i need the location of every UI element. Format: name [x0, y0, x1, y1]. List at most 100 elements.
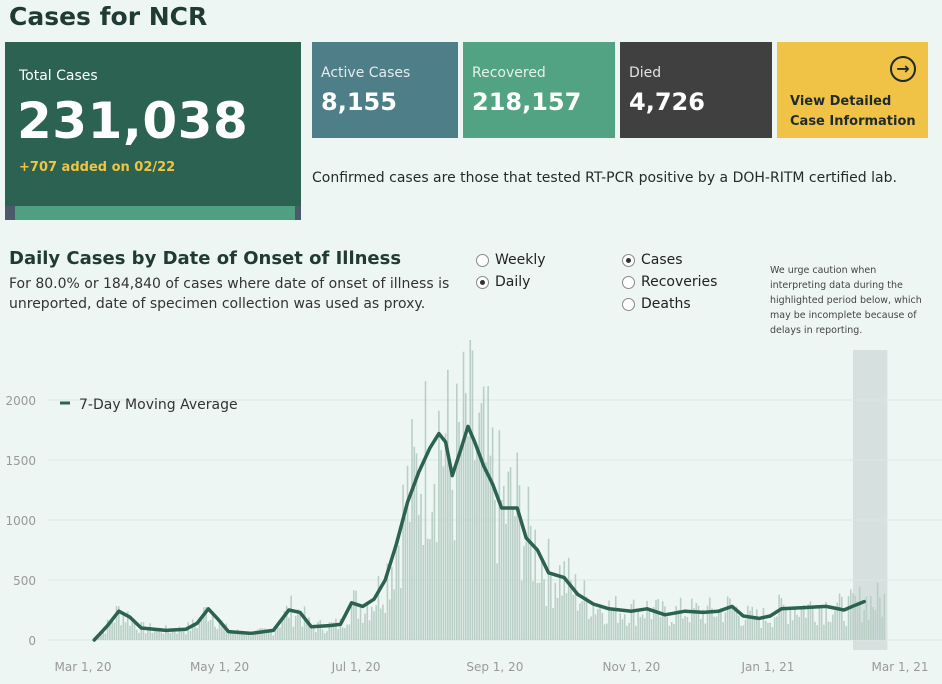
- daily-case-bar: [182, 631, 185, 640]
- daily-case-bar: [758, 619, 760, 640]
- daily-case-bar: [688, 622, 691, 640]
- daily-case-bar: [207, 621, 210, 640]
- daily-cases-chart: 0 500 1000 1500 2000 7-Day Moving Average Mar …: [5, 340, 942, 674]
- daily-case-bar: [149, 623, 151, 640]
- daily-case-bar: [534, 529, 536, 640]
- daily-case-bar: [518, 485, 521, 640]
- daily-case-bar: [675, 606, 677, 640]
- daily-case-bar: [702, 609, 704, 640]
- daily-case-bar: [382, 604, 384, 640]
- daily-case-bar: [162, 633, 165, 640]
- daily-case-bar: [563, 561, 566, 640]
- died-label: Died: [629, 65, 662, 81]
- daily-case-bar: [489, 455, 492, 640]
- daily-case-bar: [203, 607, 205, 640]
- daily-case-bar: [724, 612, 727, 640]
- daily-case-bar: [863, 609, 865, 640]
- daily-case-bar: [500, 500, 503, 640]
- daily-case-bar: [491, 427, 494, 640]
- daily-case-bar: [144, 633, 147, 640]
- x-tick-label: Jul 1, 20: [331, 660, 381, 674]
- daily-case-bar: [565, 593, 568, 640]
- daily-case-bar: [608, 600, 610, 640]
- daily-case-bar: [473, 460, 476, 640]
- daily-case-bar: [749, 610, 751, 640]
- daily-case-bar: [337, 629, 339, 640]
- daily-case-bar: [529, 525, 532, 640]
- radio-deaths[interactable]: Deaths: [622, 296, 691, 312]
- daily-case-bar: [612, 607, 615, 640]
- daily-case-bar: [789, 609, 792, 640]
- daily-case-bar: [677, 609, 680, 640]
- recovered-value: 218,157: [472, 88, 582, 116]
- daily-case-bar: [516, 452, 519, 640]
- radio-recoveries-label: Recoveries: [641, 274, 718, 290]
- daily-case-bar: [722, 622, 724, 640]
- daily-case-bar: [583, 580, 586, 640]
- daily-case-bar: [212, 615, 214, 640]
- cases-added-note: +707 added on 02/22: [19, 160, 176, 175]
- daily-case-bar: [744, 619, 747, 640]
- daily-case-bar: [440, 449, 442, 640]
- daily-case-bar: [527, 486, 530, 640]
- daily-case-bar: [879, 597, 881, 640]
- daily-case-bar: [236, 629, 239, 640]
- daily-case-bar: [854, 595, 857, 640]
- radio-cases[interactable]: Cases: [622, 252, 683, 268]
- daily-case-bar: [449, 458, 451, 640]
- daily-case-bar: [129, 625, 131, 640]
- daily-case-bar: [717, 609, 720, 640]
- daily-case-bar: [870, 596, 872, 640]
- daily-case-bar: [171, 629, 174, 640]
- daily-case-bar: [147, 629, 149, 640]
- daily-case-bar: [285, 605, 288, 640]
- daily-case-bar: [471, 350, 474, 640]
- radio-daily-dot: [476, 275, 489, 289]
- confirmed-cases-note: Confirmed cases are those that tested RT…: [312, 170, 897, 186]
- daily-case-bar: [247, 631, 250, 640]
- daily-case-bar: [169, 633, 172, 640]
- y-tick-label: 2000: [5, 394, 36, 408]
- daily-case-bar: [388, 599, 391, 640]
- radio-recoveries[interactable]: Recoveries: [622, 274, 717, 290]
- daily-case-bar: [353, 590, 355, 640]
- daily-case-bar: [617, 622, 619, 640]
- daily-case-bar: [630, 603, 633, 640]
- daily-case-bar: [592, 604, 595, 640]
- daily-case-bar: [189, 630, 192, 640]
- died-value: 4,726: [629, 88, 705, 116]
- daily-case-bar: [733, 607, 736, 640]
- view-detailed-case-info-button[interactable]: → View Detailed Case Information: [777, 42, 928, 138]
- daily-case-bar: [605, 623, 608, 640]
- daily-case-bar: [769, 622, 771, 640]
- daily-case-bar: [265, 628, 268, 640]
- daily-case-bar: [200, 619, 203, 640]
- daily-case-bar: [635, 625, 637, 640]
- chart-section-title: Daily Cases by Date of Onset of Illness: [9, 248, 402, 269]
- radio-daily[interactable]: Daily: [476, 274, 530, 290]
- daily-case-bar: [509, 466, 512, 640]
- radio-daily-label: Daily: [495, 274, 531, 290]
- daily-case-bar: [234, 632, 237, 640]
- radio-weekly-dot: [476, 253, 489, 267]
- daily-case-bar: [395, 546, 398, 640]
- daily-case-bar: [209, 619, 212, 640]
- daily-case-bar: [644, 618, 646, 640]
- daily-case-bar: [312, 627, 315, 640]
- daily-case-bar: [836, 602, 839, 640]
- daily-case-bar: [326, 631, 328, 640]
- daily-case-bar: [118, 606, 120, 640]
- daily-case-bar: [310, 625, 313, 640]
- daily-case-bar: [294, 615, 297, 640]
- radio-weekly[interactable]: Weekly: [476, 252, 546, 268]
- daily-case-bar: [173, 631, 176, 640]
- daily-case-bar: [773, 617, 776, 640]
- daily-case-bar: [279, 627, 281, 640]
- daily-case-bar: [849, 589, 852, 640]
- daily-case-bar: [133, 621, 136, 640]
- daily-case-bar: [843, 620, 845, 640]
- active-cases-label: Active Cases: [321, 65, 411, 81]
- x-tick-label: Jan 1, 21: [741, 660, 795, 674]
- daily-case-bar: [545, 606, 548, 640]
- daily-case-bar: [453, 540, 456, 640]
